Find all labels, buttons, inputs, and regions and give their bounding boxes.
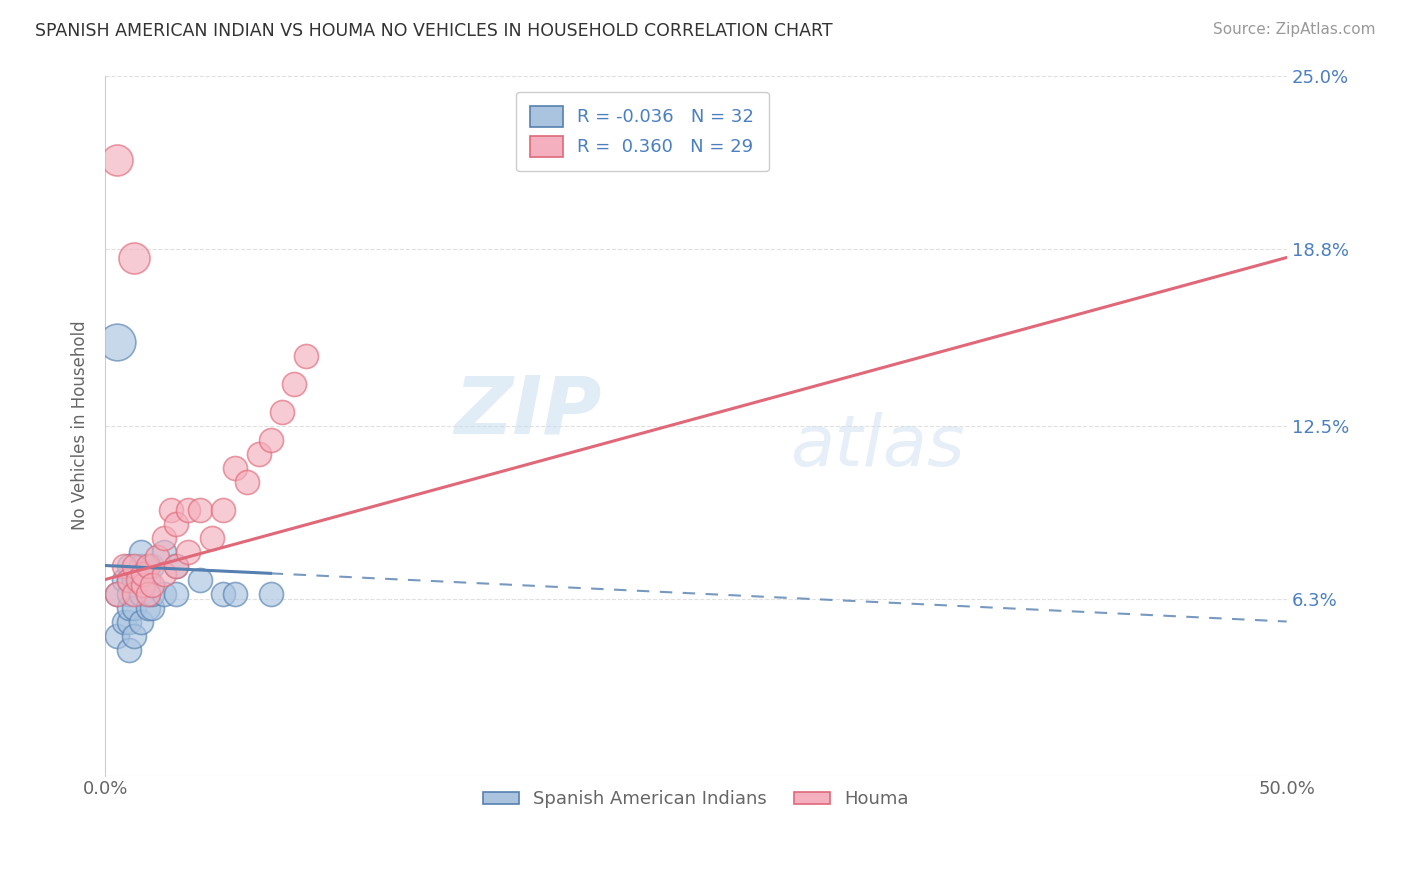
Point [224, 460, 246, 475]
Point [165, 558, 187, 573]
Point [118, 586, 141, 600]
Point [122, 573, 145, 587]
Point [188, 573, 211, 587]
Point [141, 586, 163, 600]
Point [136, 586, 159, 600]
Point [105, 334, 128, 349]
Point [136, 573, 159, 587]
Text: Source: ZipAtlas.com: Source: ZipAtlas.com [1212, 22, 1375, 37]
Point [271, 404, 294, 418]
Point [165, 558, 187, 573]
Point [177, 544, 200, 558]
Point [165, 516, 187, 531]
Point [118, 573, 141, 587]
Point [259, 433, 281, 447]
Point [160, 502, 183, 516]
Point [136, 558, 159, 573]
Point [200, 531, 222, 545]
Point [129, 544, 152, 558]
Point [129, 558, 152, 573]
Point [259, 586, 281, 600]
Point [283, 376, 305, 391]
Point [112, 558, 135, 573]
Point [122, 558, 145, 573]
Point [141, 600, 163, 615]
Point [136, 600, 159, 615]
Point [153, 544, 176, 558]
Point [122, 628, 145, 642]
Point [118, 573, 141, 587]
Text: SPANISH AMERICAN INDIAN VS HOUMA NO VEHICLES IN HOUSEHOLD CORRELATION CHART: SPANISH AMERICAN INDIAN VS HOUMA NO VEHI… [35, 22, 832, 40]
Point [188, 502, 211, 516]
Point [105, 586, 128, 600]
Point [112, 615, 135, 629]
Legend: Spanish American Indians, Houma: Spanish American Indians, Houma [475, 783, 917, 815]
Point [105, 586, 128, 600]
Point [224, 586, 246, 600]
Point [127, 573, 149, 587]
Point [236, 475, 259, 489]
Point [146, 550, 169, 565]
Point [122, 586, 145, 600]
Point [112, 573, 135, 587]
Text: atlas: atlas [790, 412, 965, 481]
Point [136, 586, 159, 600]
Point [129, 586, 152, 600]
Point [105, 153, 128, 167]
Point [132, 566, 155, 581]
Point [122, 600, 145, 615]
Point [247, 446, 270, 460]
Point [153, 586, 176, 600]
Point [212, 502, 235, 516]
Point [153, 531, 176, 545]
Y-axis label: No Vehicles in Household: No Vehicles in Household [72, 321, 89, 531]
Point [129, 573, 152, 587]
Point [129, 615, 152, 629]
Point [295, 349, 318, 363]
Point [212, 586, 235, 600]
Point [153, 566, 176, 581]
Point [141, 558, 163, 573]
Text: ZIP: ZIP [454, 373, 602, 450]
Point [118, 558, 141, 573]
Point [177, 502, 200, 516]
Point [132, 578, 155, 592]
Point [118, 642, 141, 657]
Point [165, 586, 187, 600]
Point [118, 600, 141, 615]
Point [118, 615, 141, 629]
Point [105, 628, 128, 642]
Point [141, 578, 163, 592]
Point [122, 251, 145, 265]
